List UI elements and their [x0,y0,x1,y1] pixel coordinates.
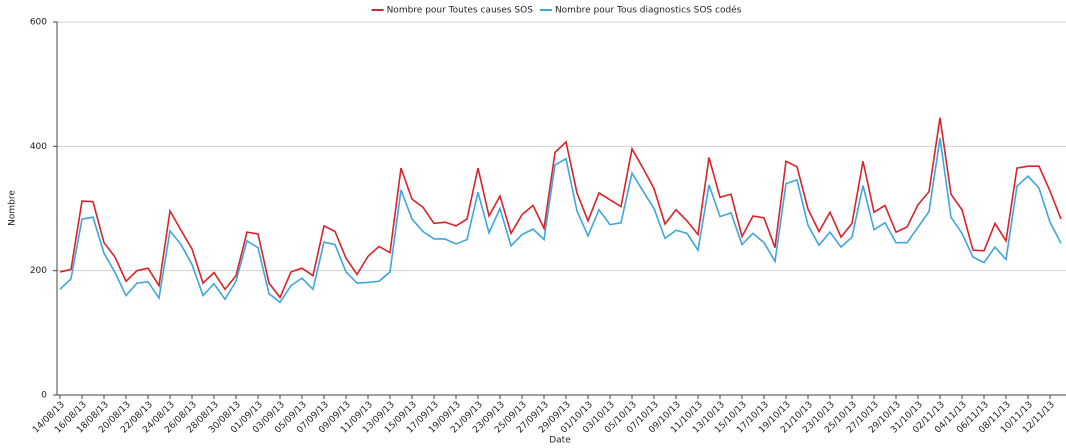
legend-label: Nombre pour Tous diagnostics SOS codés [555,5,742,16]
y-tick-label: 200 [30,266,47,276]
series-line [59,138,1062,304]
legend-label: Nombre pour Toutes causes SOS [387,6,534,16]
series-line [59,117,1062,299]
y-tick-label: 600 [30,18,47,28]
y-tick-label: 400 [30,142,47,152]
x-axis-label: Date [549,436,571,446]
y-axis-label: Nombre [8,190,18,226]
y-tick-label: 0 [41,391,47,401]
